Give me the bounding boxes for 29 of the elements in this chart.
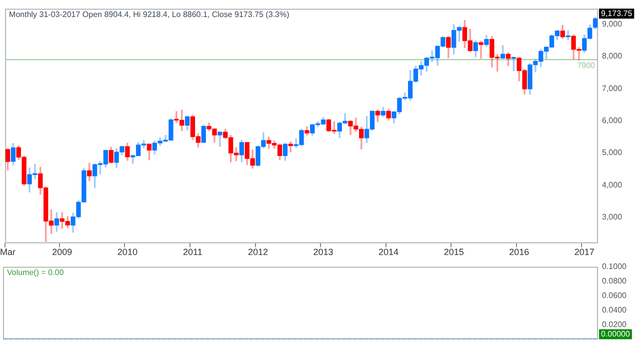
x-tick-label: 2013 bbox=[313, 247, 334, 258]
x-tick-label: 2012 bbox=[248, 247, 268, 258]
x-tick-label: 2016 bbox=[509, 247, 530, 258]
y-tick-label: 3,000 bbox=[602, 212, 623, 222]
x-tick-label: 2011 bbox=[183, 247, 202, 258]
chart-title: Volume() = 0.00 bbox=[7, 268, 64, 278]
y-tick-label: 4,000 bbox=[602, 180, 623, 190]
x-tick-label: 2009 bbox=[52, 247, 72, 258]
chart-title: Monthly 31-03-2017 Open 8904.4, Hi 9218.4, Lo 8860.1, Close 9173.75 (3.3%) bbox=[9, 10, 290, 20]
y-tick-label: 0.0200 bbox=[602, 320, 628, 329]
text: 9,173.75 bbox=[601, 8, 633, 18]
y-tick-label: 9,000 bbox=[602, 19, 623, 28]
y-tick-label: 8,000 bbox=[602, 52, 623, 61]
y-tick-label: 6,000 bbox=[602, 116, 623, 126]
text: 0.00000 bbox=[601, 329, 630, 338]
y-tick-label: 0.1000 bbox=[602, 262, 628, 272]
x-tick-label: 2015 bbox=[444, 247, 464, 258]
y-tick-label: 7,000 bbox=[602, 84, 623, 93]
y-tick-label: 0.0400 bbox=[602, 305, 628, 314]
x-tick-label: 2014 bbox=[378, 247, 399, 258]
ref-line-label: 7900 bbox=[577, 60, 596, 70]
x-tick-label: 2010 bbox=[117, 247, 138, 258]
y-tick-label: 5,000 bbox=[602, 148, 623, 158]
candlestick bbox=[218, 131, 222, 147]
y-tick-label: 0.0600 bbox=[602, 290, 628, 300]
x-tick-label: 2017 bbox=[574, 247, 594, 258]
candlestick bbox=[478, 40, 484, 59]
y-tick-label: 0.0800 bbox=[602, 276, 628, 286]
x-tick-label: Mar bbox=[0, 247, 16, 258]
